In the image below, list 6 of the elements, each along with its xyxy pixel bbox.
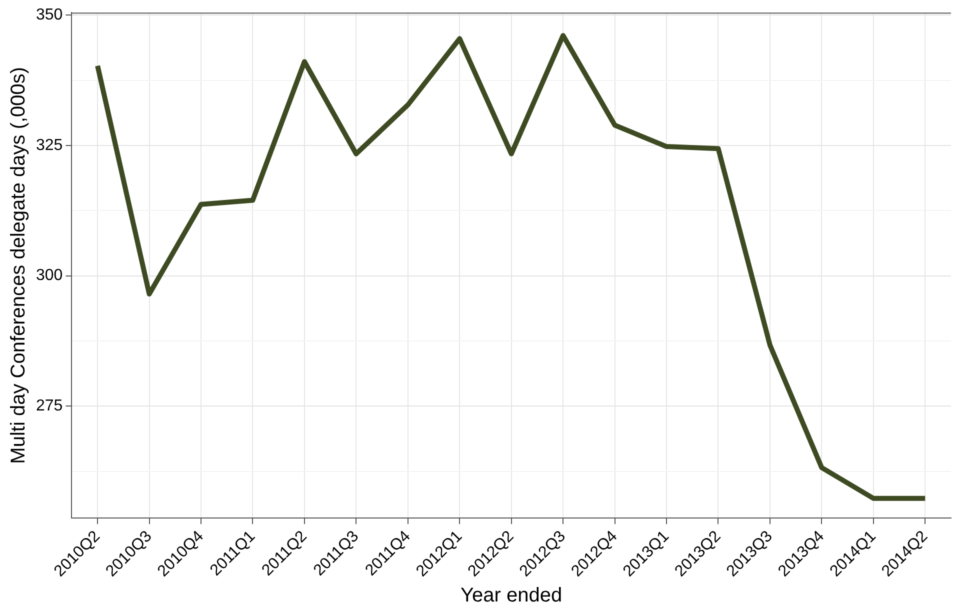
y-tick-label: 300 xyxy=(36,267,63,284)
y-tick-label: 275 xyxy=(36,398,63,415)
y-tick-label: 325 xyxy=(36,136,63,154)
y-axis-title: Multi day Conferences delegate days (,000s) xyxy=(8,66,30,464)
y-tick-label: 350 xyxy=(36,6,63,24)
x-axis-title: Year ended xyxy=(460,584,562,607)
